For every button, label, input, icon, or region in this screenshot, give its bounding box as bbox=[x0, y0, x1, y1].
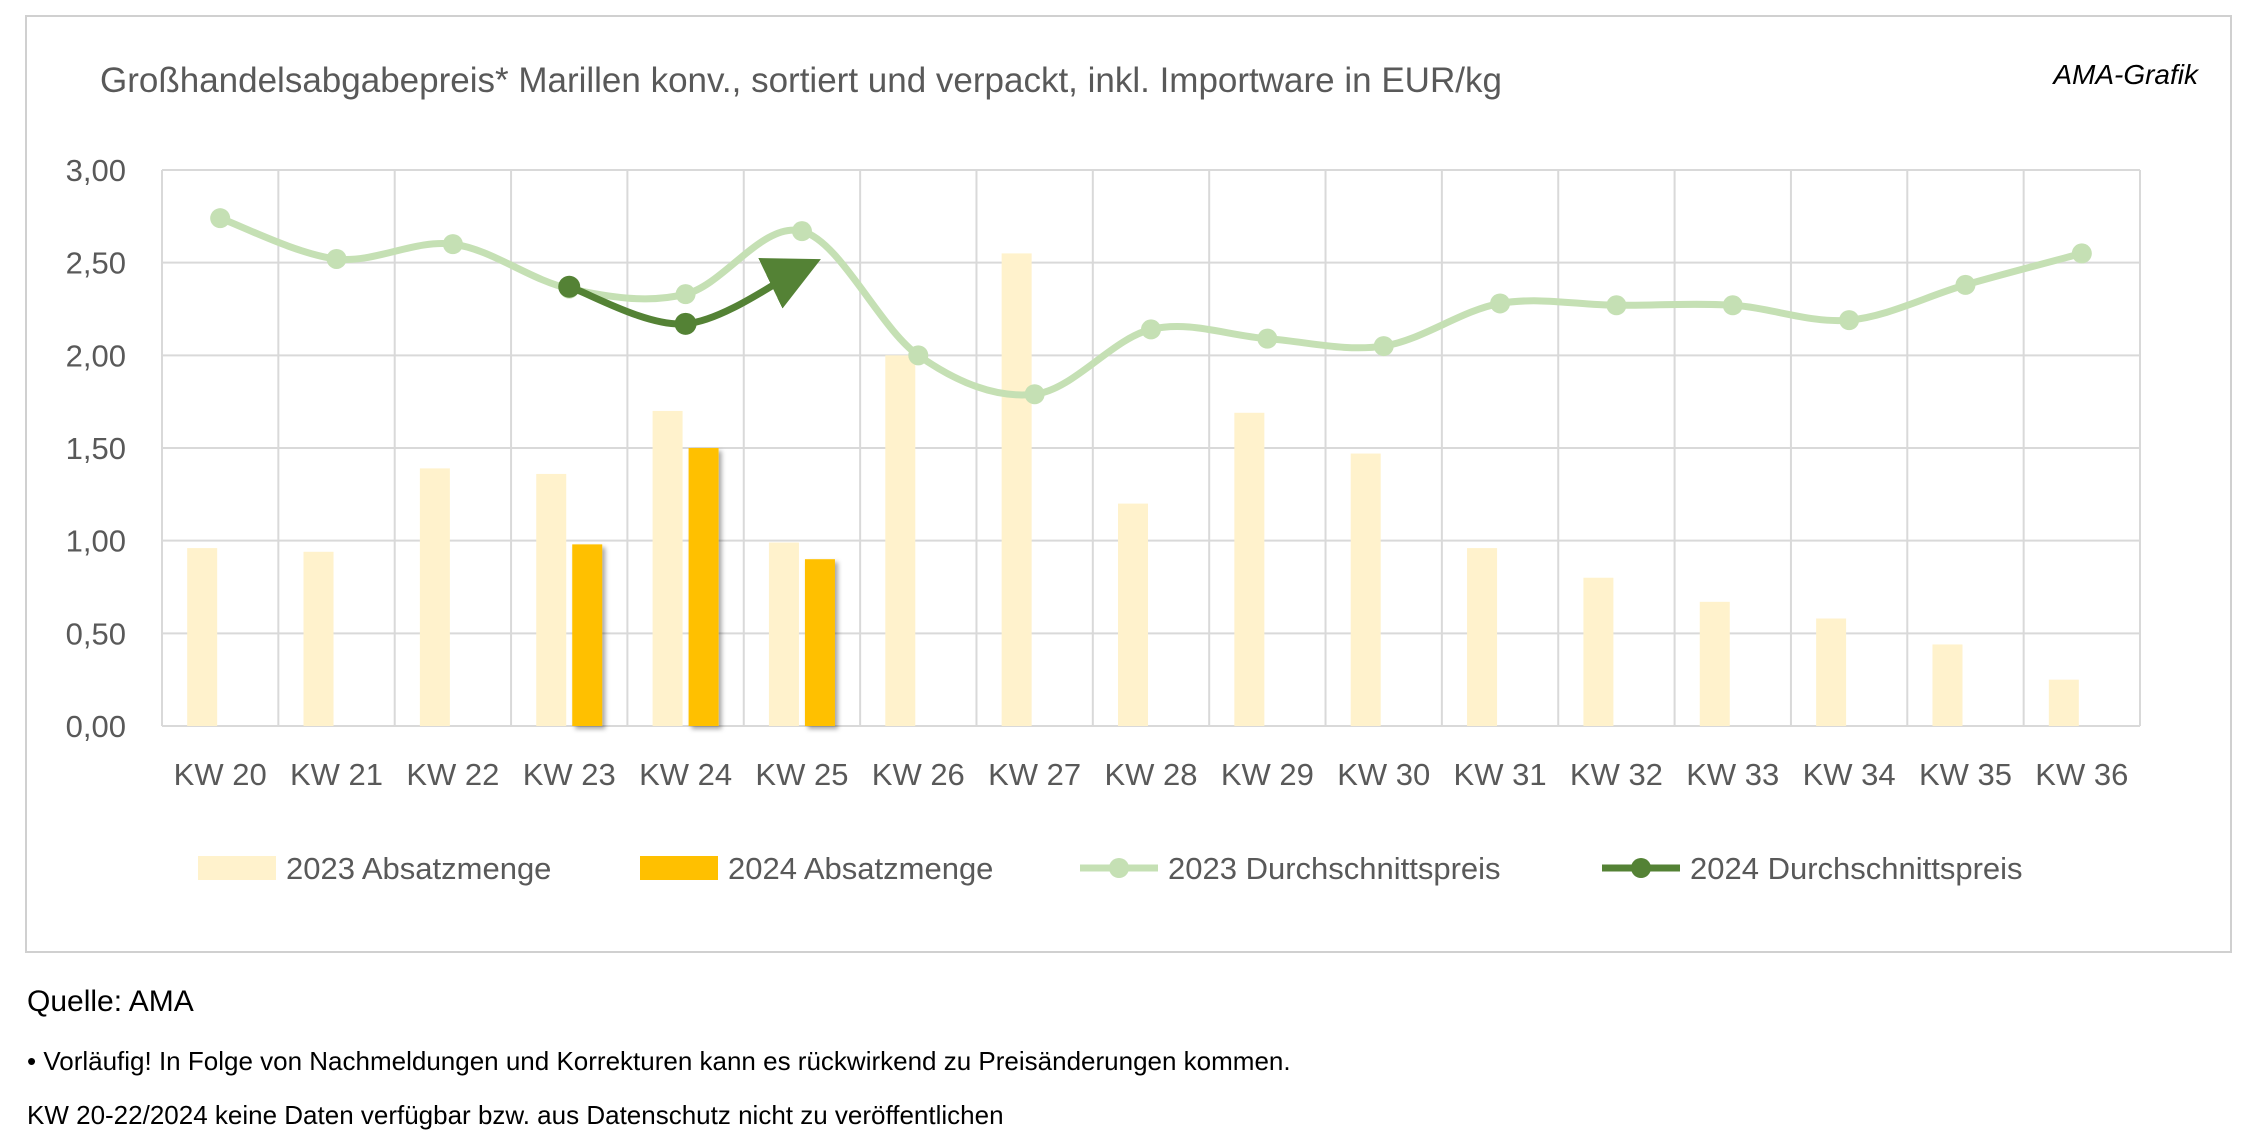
legend-swatch-marker bbox=[1109, 858, 1129, 878]
bar-2023-absatzmenge bbox=[1118, 503, 1148, 726]
bar-2023-absatzmenge bbox=[1467, 548, 1498, 726]
x-axis-tick-labels: KW 20 KW 21 KW 22 KW 23 KW 24 KW 25 KW 26 KW 27… bbox=[174, 757, 2129, 792]
x-tick-label: KW 32 bbox=[1570, 757, 1663, 792]
point-2023-durchschnittspreis bbox=[1373, 336, 1394, 357]
x-tick-label: KW 33 bbox=[1686, 757, 1779, 792]
x-tick-label: KW 27 bbox=[988, 757, 1081, 792]
x-tick-label: KW 34 bbox=[1803, 757, 1896, 792]
bar-2024-absatzmenge bbox=[804, 559, 835, 726]
y-tick-label: 0,00 bbox=[66, 709, 126, 744]
x-tick-label: KW 22 bbox=[406, 757, 499, 792]
gridlines bbox=[161, 169, 2141, 727]
bar-2023-absatzmenge bbox=[303, 551, 334, 726]
legend-label: 2024 Absatzmenge bbox=[728, 851, 993, 886]
legend-label: 2023 Durchschnittspreis bbox=[1168, 851, 1501, 886]
x-tick-label: KW 26 bbox=[872, 757, 965, 792]
x-tick-label: KW 23 bbox=[523, 757, 616, 792]
legend-swatch-marker bbox=[1631, 858, 1651, 878]
data-availability-note: KW 20-22/2024 keine Daten verfügbar bzw.… bbox=[27, 1100, 1004, 1130]
point-2023-durchschnittspreis bbox=[1024, 384, 1045, 405]
line-2023-durchschnittspreis bbox=[216, 214, 2086, 399]
point-2023-durchschnittspreis bbox=[2071, 243, 2092, 264]
ama-grafik-tag: AMA-Grafik bbox=[2051, 59, 2200, 90]
x-tick-label: KW 35 bbox=[1919, 757, 2012, 792]
point-2024-durchschnittspreis bbox=[558, 275, 581, 298]
y-tick-label: 2,00 bbox=[66, 338, 126, 373]
bar-2023-absatzmenge bbox=[1234, 412, 1265, 726]
bar-2023-absatzmenge bbox=[2048, 679, 2079, 726]
bar-2023-absatzmenge bbox=[1932, 644, 1963, 726]
x-tick-label: KW 24 bbox=[639, 757, 732, 792]
x-tick-label: KW 20 bbox=[174, 757, 267, 792]
x-tick-label: KW 31 bbox=[1454, 757, 1547, 792]
y-tick-label: 2,50 bbox=[66, 246, 126, 281]
point-2023-durchschnittspreis bbox=[1141, 319, 1161, 340]
bar-2023-absatzmenge bbox=[1001, 253, 1032, 726]
point-2023-durchschnittspreis bbox=[791, 221, 812, 242]
point-2023-durchschnittspreis bbox=[908, 345, 929, 366]
bar-2023-absatzmenge bbox=[1816, 618, 1847, 726]
y-tick-label: 3,00 bbox=[66, 153, 126, 188]
bar-2023-absatzmenge bbox=[187, 548, 218, 726]
point-2023-durchschnittspreis bbox=[1606, 295, 1627, 316]
bar-2023-absatzmenge bbox=[536, 473, 567, 726]
point-2023-durchschnittspreis bbox=[1955, 274, 1976, 295]
bar-2023-absatzmenge bbox=[419, 468, 450, 726]
point-2023-durchschnittspreis bbox=[442, 234, 463, 255]
point-2023-durchschnittspreis bbox=[326, 248, 347, 269]
bar-2023-absatzmenge bbox=[1350, 453, 1381, 726]
bar-2023-absatzmenge bbox=[1699, 601, 1730, 726]
point-2023-durchschnittspreis bbox=[1839, 310, 1860, 331]
x-tick-label: KW 30 bbox=[1337, 757, 1430, 792]
bar-2023-absatzmenge bbox=[652, 410, 683, 726]
bar-2024-absatzmenge bbox=[572, 544, 603, 726]
bar-2023-absatzmenge bbox=[885, 355, 916, 726]
price-lines bbox=[210, 208, 2092, 405]
x-tick-label: KW 36 bbox=[2035, 757, 2128, 792]
point-2024-durchschnittspreis bbox=[674, 312, 697, 335]
chart-svg: Großhandelsabgabepreis* Marillen konv., … bbox=[66, 59, 2200, 886]
y-tick-label: 1,50 bbox=[66, 431, 126, 466]
point-2023-durchschnittspreis bbox=[210, 208, 231, 229]
point-2023-durchschnittspreis bbox=[675, 284, 696, 305]
y-tick-label: 1,00 bbox=[66, 524, 126, 559]
legend: 2023 Absatzmenge 2024 Absatzmenge 2023 Dur… bbox=[198, 851, 2023, 886]
y-tick-label: 0,50 bbox=[66, 616, 126, 651]
y-axis-tick-labels: 0,00 0,50 1,00 1,50 2,00 2,50 3,00 bbox=[66, 153, 126, 744]
source-note: Quelle: AMA bbox=[27, 985, 194, 1018]
chart-frame bbox=[25, 15, 2232, 953]
point-2023-durchschnittspreis bbox=[1490, 293, 1511, 314]
x-tick-label: KW 21 bbox=[290, 757, 383, 792]
bar-2024-absatzmenge bbox=[688, 448, 719, 726]
x-tick-label: KW 25 bbox=[755, 757, 848, 792]
footnote: • Vorläufig! In Folge von Nachmeldungen … bbox=[27, 1046, 1291, 1076]
bar-2023-absatzmenge bbox=[1583, 577, 1614, 726]
bars bbox=[187, 253, 2079, 726]
bar-2023-absatzmenge bbox=[768, 542, 799, 726]
x-tick-label: KW 29 bbox=[1221, 757, 1314, 792]
x-tick-label: KW 28 bbox=[1104, 757, 1197, 792]
legend-swatch bbox=[640, 856, 718, 880]
legend-label: 2024 Durchschnittspreis bbox=[1690, 851, 2023, 886]
chart-title: Großhandelsabgabepreis* Marillen konv., … bbox=[100, 61, 1502, 100]
legend-label: 2023 Absatzmenge bbox=[286, 851, 551, 886]
point-2023-durchschnittspreis bbox=[1257, 328, 1278, 349]
legend-swatch bbox=[198, 856, 276, 880]
point-2023-durchschnittspreis bbox=[1722, 295, 1743, 316]
